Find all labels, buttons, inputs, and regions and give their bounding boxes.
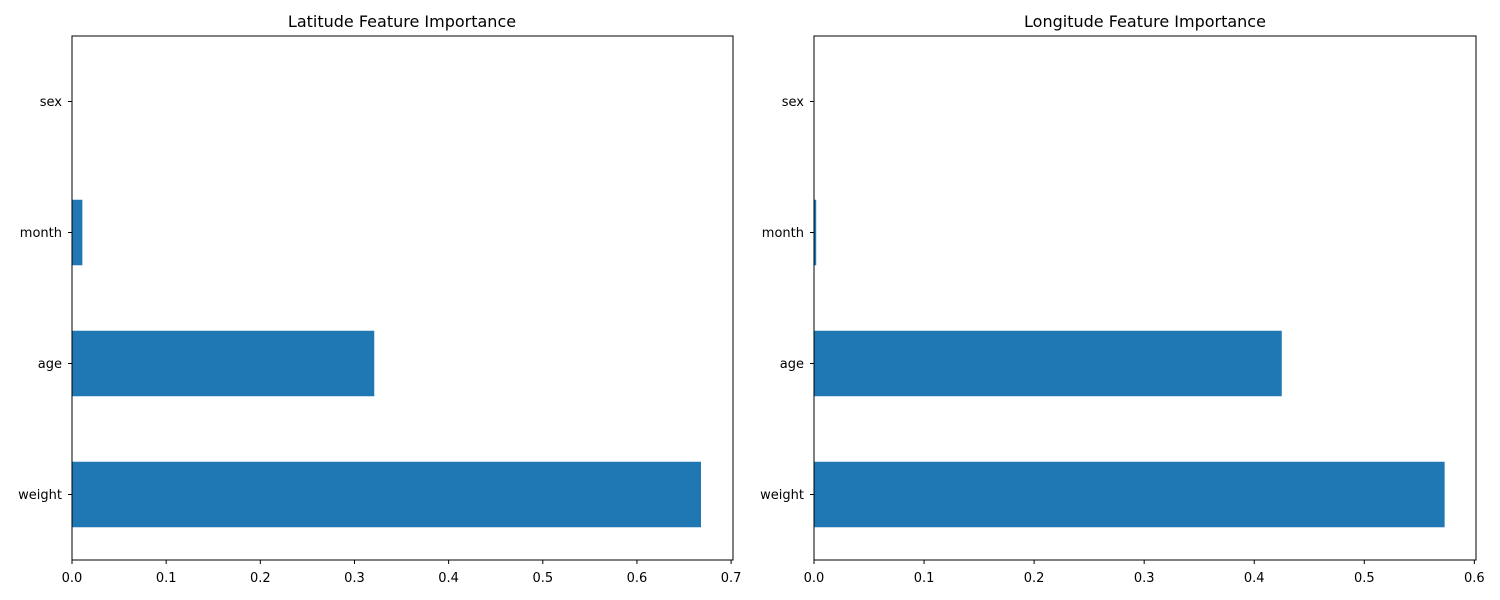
x-tick-label: 0.5 <box>532 571 553 586</box>
y-tick-label-sex: sex <box>40 95 63 110</box>
x-tick-label: 0.4 <box>1244 571 1265 586</box>
x-tick-label: 0.1 <box>914 571 935 586</box>
chart-title: Latitude Feature Importance <box>288 12 516 31</box>
bars-group <box>814 199 1445 528</box>
y-tick-label-age: age <box>38 357 62 372</box>
y-tick-label-sex: sex <box>782 95 805 110</box>
y-tick-label-age: age <box>780 357 804 372</box>
y-ticks-group: weight age month sex <box>760 95 814 503</box>
bar-age <box>814 330 1282 397</box>
x-tick-label: 0.1 <box>156 571 177 586</box>
chart-title: Longitude Feature Importance <box>1024 12 1266 31</box>
x-tick-label: 0.3 <box>344 571 365 586</box>
x-tick-label: 0.4 <box>438 571 459 586</box>
longitude-importance-chart: Longitude Feature Importance weight age mo… <box>760 12 1485 586</box>
axes-frame <box>813 35 1477 561</box>
bar-month <box>814 199 817 266</box>
latitude-importance-chart: Latitude Feature Importance weight age mon… <box>18 12 741 586</box>
x-tick-label: 0.6 <box>627 571 648 586</box>
x-ticks-group: 0.0 0.1 0.2 0.3 0.4 0.5 0.6 <box>804 560 1485 586</box>
bar-age <box>72 330 375 397</box>
y-tick-label-weight: weight <box>18 488 62 503</box>
x-tick-label: 0.2 <box>1024 571 1045 586</box>
y-tick-label-month: month <box>762 226 804 241</box>
x-tick-label: 0.5 <box>1354 571 1375 586</box>
x-tick-label: 0.3 <box>1134 571 1155 586</box>
axes-frame <box>71 35 734 561</box>
x-tick-label: 0.0 <box>804 571 825 586</box>
y-tick-label-weight: weight <box>760 488 804 503</box>
bar-weight <box>72 461 701 528</box>
y-ticks-group: weight age month sex <box>18 95 72 503</box>
bar-weight <box>814 461 1445 528</box>
bar-month <box>72 199 83 266</box>
x-tick-label: 0.2 <box>250 571 271 586</box>
x-tick-label: 0.0 <box>62 571 83 586</box>
x-tick-label: 0.6 <box>1464 571 1485 586</box>
x-ticks-group: 0.0 0.1 0.2 0.3 0.4 0.5 0.6 0.7 <box>62 560 742 586</box>
bars-group <box>72 199 701 528</box>
x-tick-label: 0.7 <box>721 571 742 586</box>
y-tick-label-month: month <box>20 226 62 241</box>
